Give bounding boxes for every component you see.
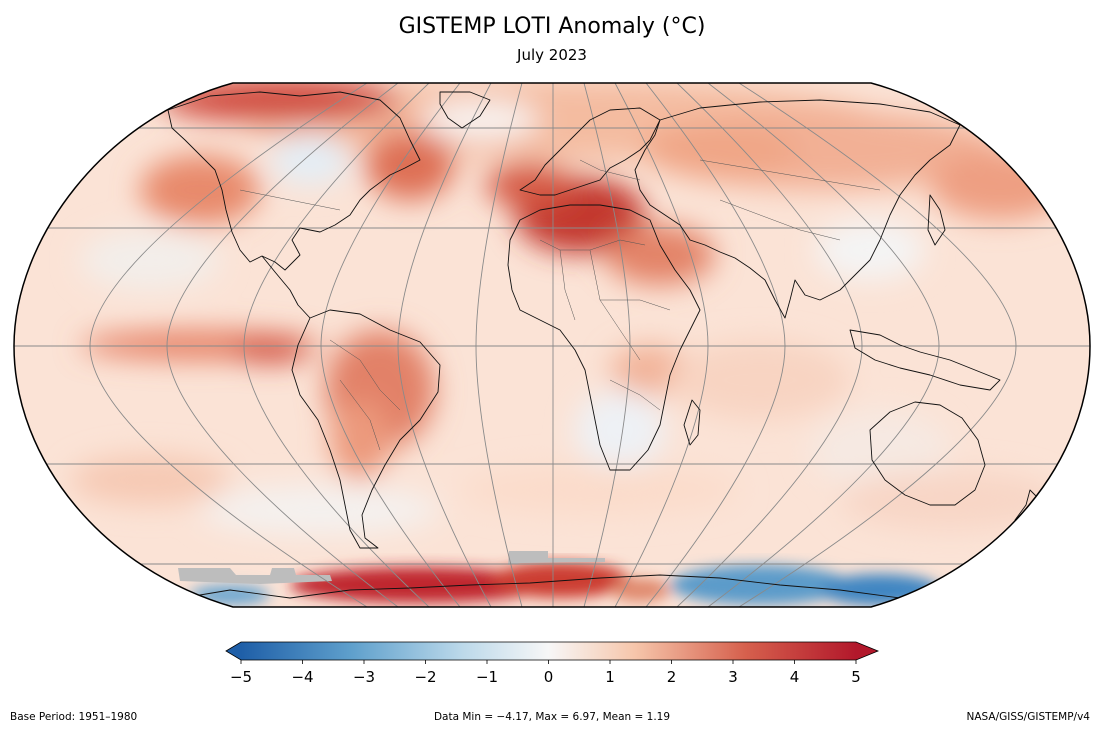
meridian — [707, 83, 940, 607]
north-america-coast — [167, 91, 421, 271]
colorbar-tick-label: −1 — [476, 668, 498, 686]
colorbar-tick-label: 0 — [544, 668, 554, 686]
antarctica-coast — [169, 574, 941, 606]
central-america-coast — [261, 255, 311, 319]
anomaly-field — [14, 83, 1090, 607]
colorbar-tick-label: −3 — [353, 668, 375, 686]
meridian — [645, 83, 786, 607]
base-period-label: Base Period: 1951–1980 — [10, 711, 138, 723]
missing-data — [178, 551, 605, 584]
source-label: NASA/GISS/GISTEMP/v4 — [966, 711, 1091, 723]
data-stats-label: Data Min = −4.17, Max = 6.97, Mean = 1.1… — [433, 711, 671, 723]
meridian — [738, 83, 1017, 607]
meridian — [397, 83, 492, 607]
south-america-coast — [291, 309, 441, 549]
greenland-coast — [439, 91, 491, 129]
colorbar-tick-label: −5 — [230, 668, 252, 686]
meridian — [320, 83, 461, 607]
madagascar-coast — [683, 399, 701, 446]
meridian — [89, 83, 368, 607]
japan-coast — [927, 194, 946, 246]
colorbar-max-extend — [856, 642, 878, 660]
colorbar-min-extend — [226, 642, 241, 660]
asia-coast — [634, 99, 961, 319]
anomaly-blobs — [70, 83, 1070, 535]
colorbar-tick-label: 2 — [667, 668, 677, 686]
map-title: GISTEMP LOTI Anomaly (°C) — [398, 14, 706, 39]
colorbar-ticks: −5 −4 −3 −2 −1 0 1 2 3 4 5 — [230, 660, 861, 686]
map-subtitle: July 2023 — [517, 46, 587, 64]
meridian — [166, 83, 399, 607]
colorbar-tick-label: −4 — [291, 668, 313, 686]
australia-coast — [869, 401, 986, 506]
colorbar-tick-label: −2 — [414, 668, 436, 686]
colorbar-tick-label: 1 — [605, 668, 615, 686]
coastlines — [167, 91, 1041, 606]
meridian — [243, 83, 430, 607]
graticule — [14, 83, 1090, 607]
europe-coast — [519, 107, 661, 196]
meridian — [583, 83, 631, 607]
meridian — [475, 83, 523, 607]
colorbar-gradient — [241, 642, 856, 660]
meridian — [676, 83, 863, 607]
africa-coast — [507, 204, 701, 471]
colorbar-tick-label: 4 — [790, 668, 800, 686]
colorbar-tick-label: 5 — [851, 668, 861, 686]
southeast-asia-islands — [849, 329, 1001, 391]
country-borders — [239, 159, 881, 451]
meridian — [614, 83, 709, 607]
antarctic-anomalies — [190, 562, 940, 606]
colorbar-tick-label: 3 — [728, 668, 738, 686]
globe-outline — [13, 82, 1091, 608]
